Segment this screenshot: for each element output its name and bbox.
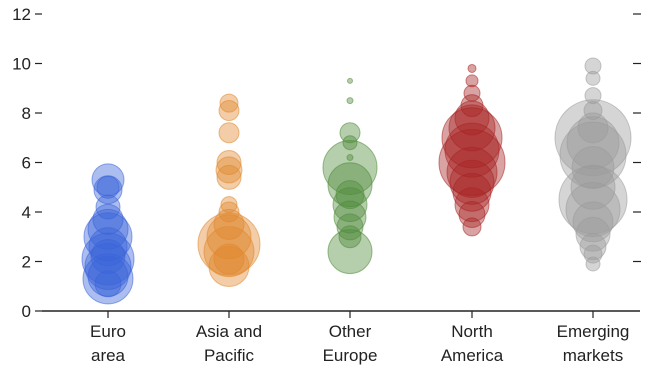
bubble-point bbox=[91, 163, 125, 197]
bubble-point bbox=[338, 225, 362, 249]
bubble-point bbox=[83, 212, 133, 262]
bubble-point bbox=[583, 101, 603, 121]
y-tick-label: 6 bbox=[22, 154, 31, 173]
bubble-point bbox=[327, 162, 373, 208]
bubble-point bbox=[438, 129, 506, 196]
bubble-point bbox=[213, 243, 245, 275]
bubble-point bbox=[584, 57, 602, 75]
bubble-point bbox=[452, 172, 492, 212]
bubble-point bbox=[94, 270, 122, 298]
bubble-point bbox=[347, 77, 353, 84]
bubble-point bbox=[218, 201, 240, 223]
bubble-point bbox=[346, 97, 354, 105]
bubble-point bbox=[444, 122, 500, 178]
bubble-point bbox=[454, 187, 490, 223]
bubble-point bbox=[213, 208, 245, 240]
bubble-point bbox=[585, 70, 601, 86]
y-tick-label: 12 bbox=[12, 5, 31, 24]
bubble-point bbox=[462, 217, 482, 237]
bubble-point bbox=[206, 214, 252, 260]
bubble-point bbox=[554, 99, 632, 177]
bubble-point bbox=[87, 208, 129, 250]
bubble-point bbox=[208, 245, 250, 287]
category-label: North bbox=[451, 322, 493, 341]
bubble-point bbox=[467, 63, 477, 73]
category-label: Europe bbox=[323, 346, 378, 365]
y-tick-label: 10 bbox=[12, 55, 31, 74]
category-label: America bbox=[441, 346, 504, 365]
bubble-point bbox=[448, 104, 496, 152]
bubble-point bbox=[346, 154, 354, 162]
y-tick-label: 2 bbox=[22, 253, 31, 272]
y-tick-label: 0 bbox=[22, 302, 31, 321]
bubble-point bbox=[203, 226, 255, 278]
bubble-point bbox=[465, 74, 479, 88]
bubble-point bbox=[575, 216, 611, 252]
bubble-point bbox=[220, 196, 238, 214]
category-label: Euro bbox=[90, 322, 126, 341]
bubble-point bbox=[322, 139, 378, 195]
bubble-point bbox=[577, 112, 609, 144]
y-tick-label: 4 bbox=[22, 203, 31, 222]
bubble-point bbox=[463, 84, 481, 102]
category-label: Emerging bbox=[557, 322, 630, 341]
bubble-point bbox=[460, 94, 484, 118]
bubble-point bbox=[335, 180, 365, 210]
bubble-point bbox=[571, 145, 615, 189]
bubble-point bbox=[584, 87, 602, 105]
y-tick-label: 8 bbox=[22, 104, 31, 123]
bubble-point bbox=[449, 159, 495, 205]
bubble-point bbox=[215, 156, 243, 184]
category-label: markets bbox=[563, 346, 623, 365]
axes-layer bbox=[35, 13, 641, 318]
bubble-point bbox=[579, 233, 607, 261]
bubble-point bbox=[333, 200, 367, 234]
bubble-point bbox=[332, 187, 368, 223]
category-label: Pacific bbox=[204, 346, 255, 365]
bubble-point bbox=[82, 253, 134, 305]
bubble-point bbox=[585, 256, 601, 272]
category-label: area bbox=[91, 346, 126, 365]
bubble-point bbox=[446, 146, 498, 198]
bubble-point bbox=[336, 213, 364, 241]
bubble-point bbox=[218, 100, 240, 122]
bubble-point bbox=[96, 175, 120, 199]
bubble-point bbox=[342, 135, 358, 151]
bubble-point bbox=[90, 239, 126, 275]
bubble-point bbox=[327, 229, 373, 275]
bubble-point bbox=[218, 122, 240, 144]
labels-layer: 0 2 4 6 8 10 12 Euro area Asia and Pacific Other Eur… bbox=[12, 5, 629, 365]
bubble-point bbox=[570, 164, 616, 210]
bubble-point bbox=[88, 227, 128, 267]
bubbles-layer bbox=[81, 57, 632, 305]
category-label: Other bbox=[329, 322, 372, 341]
category-label: Asia and bbox=[196, 322, 262, 341]
bubble-point bbox=[216, 150, 242, 175]
bubble-point bbox=[572, 201, 614, 243]
bubble-point bbox=[95, 194, 121, 220]
bubble-point bbox=[219, 93, 239, 113]
bubble-point bbox=[216, 164, 242, 190]
